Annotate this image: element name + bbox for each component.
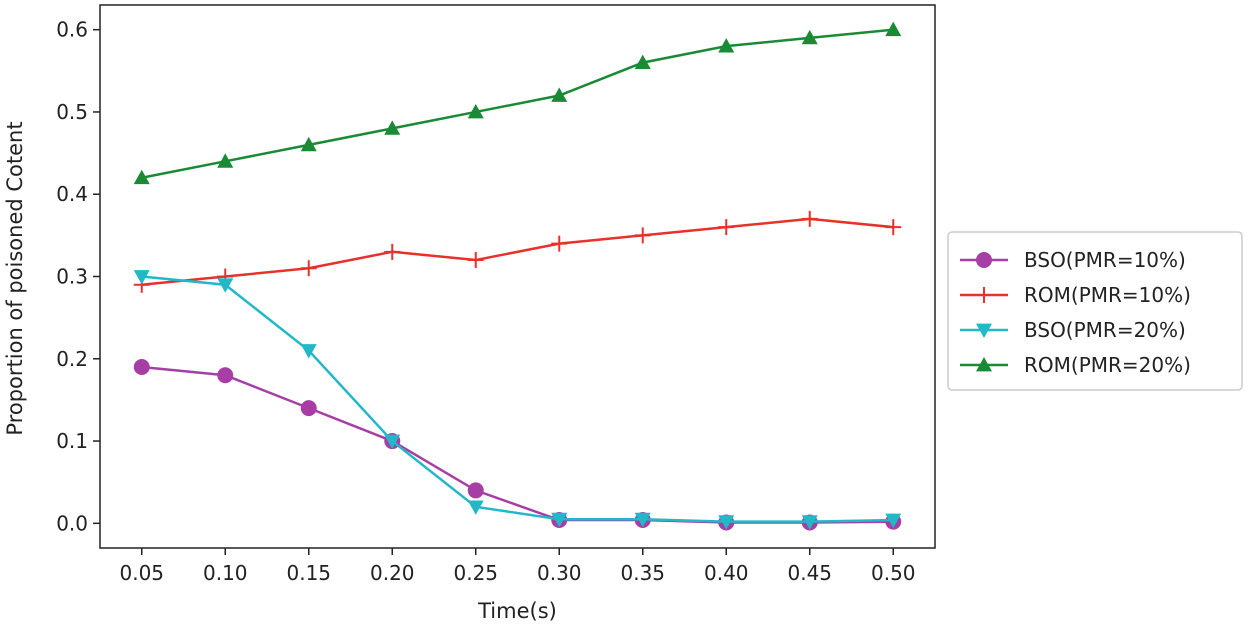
legend-item: ROM(PMR=20%) bbox=[960, 353, 1191, 377]
series-line bbox=[141, 365, 894, 524]
data-point bbox=[384, 434, 401, 450]
y-axis-label: Proportion of poisoned Cotent bbox=[3, 121, 27, 435]
data-point bbox=[718, 38, 735, 53]
series-line bbox=[141, 28, 894, 179]
x-tick-label: 0.40 bbox=[704, 561, 749, 585]
y-tick-label: 0.4 bbox=[56, 182, 88, 206]
legend-marker bbox=[976, 252, 992, 268]
data-point bbox=[300, 260, 317, 277]
legend-marker bbox=[976, 357, 992, 372]
x-tick-label: 0.15 bbox=[286, 561, 331, 585]
x-axis: 0.05 0.10 0.15 0.20 0.25 0.30 0.35 0.40 0.45 0.50 bbox=[119, 548, 916, 585]
series-line bbox=[141, 217, 894, 286]
legend-item: BSO(PMR=20%) bbox=[960, 318, 1186, 342]
y-tick-label: 0.6 bbox=[56, 18, 88, 42]
data-point bbox=[300, 344, 317, 359]
x-tick-label: 0.10 bbox=[203, 561, 248, 585]
data-point bbox=[217, 153, 234, 168]
x-tick-label: 0.45 bbox=[787, 561, 832, 585]
legend-marker bbox=[976, 323, 992, 338]
series-4 bbox=[133, 21, 902, 185]
data-point bbox=[300, 400, 317, 417]
y-tick-label: 0.1 bbox=[56, 429, 88, 453]
legend-label: ROM(PMR=10%) bbox=[1024, 283, 1191, 307]
legend-label: BSO(PMR=20%) bbox=[1024, 318, 1186, 342]
x-axis-label: Time(s) bbox=[477, 599, 557, 623]
data-point bbox=[133, 169, 150, 185]
data-point bbox=[885, 219, 902, 236]
data-point bbox=[467, 482, 484, 499]
data-point bbox=[634, 512, 651, 528]
data-point bbox=[634, 54, 651, 69]
x-tick-label: 0.20 bbox=[370, 561, 415, 585]
data-point bbox=[551, 512, 568, 528]
x-tick-label: 0.35 bbox=[620, 561, 665, 585]
data-point bbox=[217, 367, 234, 384]
x-tick-label: 0.50 bbox=[871, 561, 916, 585]
x-tick-label: 0.05 bbox=[119, 561, 164, 585]
data-point bbox=[133, 359, 150, 375]
data-point bbox=[551, 87, 568, 102]
data-point bbox=[467, 252, 484, 269]
y-tick-label: 0.5 bbox=[56, 100, 88, 124]
data-point bbox=[885, 513, 902, 529]
plot-area bbox=[133, 21, 902, 531]
legend-item: ROM(PMR=10%) bbox=[960, 283, 1191, 307]
legend-marker bbox=[976, 287, 992, 303]
data-point bbox=[384, 120, 401, 135]
data-point bbox=[467, 103, 484, 119]
series-2 bbox=[133, 210, 902, 293]
legend-item: BSO(PMR=10%) bbox=[960, 248, 1186, 272]
y-tick-label: 0.0 bbox=[56, 511, 88, 535]
y-tick-label: 0.2 bbox=[56, 347, 88, 371]
series-1 bbox=[133, 359, 902, 531]
data-point bbox=[300, 136, 317, 152]
data-point bbox=[467, 500, 484, 515]
data-point bbox=[718, 515, 735, 530]
series-line bbox=[141, 275, 894, 523]
data-point bbox=[384, 243, 401, 260]
legend-label: ROM(PMR=20%) bbox=[1024, 353, 1191, 377]
data-point bbox=[718, 219, 735, 236]
data-point bbox=[801, 29, 818, 45]
data-point bbox=[551, 235, 568, 252]
series-3 bbox=[133, 270, 902, 530]
y-tick-label: 0.3 bbox=[56, 265, 88, 289]
data-point bbox=[801, 210, 818, 227]
legend-box bbox=[947, 231, 1243, 391]
x-tick-label: 0.30 bbox=[537, 561, 582, 585]
data-point bbox=[133, 270, 150, 285]
data-point bbox=[801, 515, 818, 530]
legend: BSO(PMR=10%) ROM(PMR=10%) BSO(PMR=20%) ROM(… bbox=[947, 231, 1243, 391]
legend-label: BSO(PMR=10%) bbox=[1024, 248, 1186, 272]
x-tick-label: 0.25 bbox=[453, 561, 498, 585]
data-point bbox=[634, 227, 651, 244]
data-point bbox=[217, 278, 234, 293]
data-point bbox=[885, 21, 902, 37]
y-axis: 0.0 0.1 0.2 0.3 0.4 0.5 0.6 bbox=[56, 18, 100, 535]
